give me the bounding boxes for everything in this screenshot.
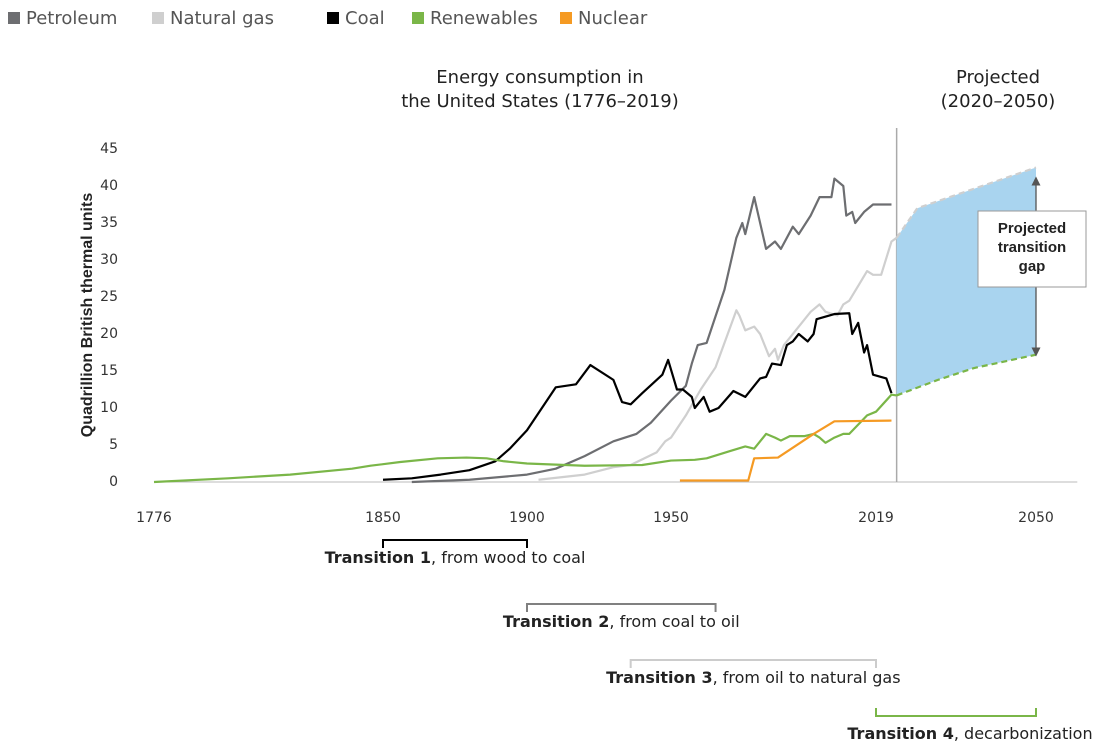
annotation-text: gap — [1019, 258, 1046, 275]
projected-line — [896, 353, 1037, 397]
transition-label: Transition 2, from coal to oil — [503, 612, 740, 631]
x-tick-label: 1850 — [365, 510, 401, 526]
y-tick-label: 20 — [100, 326, 118, 342]
y-tick-label: 5 — [109, 437, 118, 453]
chart-subtitle: (2020–2050) — [941, 91, 1056, 112]
y-tick-label: 45 — [100, 141, 118, 157]
legend-label: Coal — [345, 8, 385, 29]
series-line — [382, 312, 893, 481]
series-line — [679, 419, 892, 482]
chart-title: Energy consumption in — [436, 67, 643, 88]
transition-text: , decarbonization — [954, 724, 1093, 743]
transition-text: , from coal to oil — [609, 612, 739, 631]
y-tick-label: 10 — [100, 400, 118, 416]
transition-bracket — [526, 603, 717, 612]
x-tick-label: 1776 — [136, 510, 172, 526]
transition-text: , from oil to natural gas — [713, 668, 901, 687]
y-tick-label: 25 — [100, 289, 118, 305]
projected-line — [895, 166, 1037, 239]
legend-swatch — [560, 12, 572, 24]
series-line — [538, 236, 898, 481]
legend-swatch — [152, 12, 164, 24]
y-tick-label: 15 — [100, 363, 118, 379]
series-line — [411, 177, 892, 484]
y-tick-label: 35 — [100, 215, 118, 231]
x-tick-label: 2050 — [1018, 510, 1054, 526]
transition-name: Transition 4 — [847, 724, 953, 743]
transition-bracket — [382, 539, 528, 548]
legend-swatch — [8, 12, 20, 24]
x-tick-label: 2019 — [858, 510, 894, 526]
legend-label: Nuclear — [578, 8, 648, 29]
series-line — [153, 393, 897, 484]
y-tick-label: 30 — [100, 252, 118, 268]
transition-text: , from wood to coal — [431, 548, 585, 567]
transition-bracket — [629, 659, 877, 668]
legend-label: Petroleum — [26, 8, 117, 29]
legend-label: Renewables — [430, 8, 538, 29]
annotation-text: Projected — [998, 220, 1066, 237]
transition-bracket — [875, 708, 1037, 717]
transition-name: Transition 2 — [503, 612, 609, 631]
legend-label: Natural gas — [170, 8, 274, 29]
chart-subtitle: Projected — [956, 67, 1040, 88]
y-tick-label: 0 — [109, 474, 118, 490]
y-tick-label: 40 — [100, 178, 118, 194]
transition-name: Transition 3 — [606, 668, 712, 687]
chart-title: the United States (1776–2019) — [401, 91, 679, 112]
legend-swatch — [327, 12, 339, 24]
transition-label: Transition 1, from wood to coal — [325, 548, 586, 567]
transition-label: Transition 4, decarbonization — [847, 724, 1092, 743]
transition-label: Transition 3, from oil to natural gas — [606, 668, 900, 687]
x-tick-label: 1950 — [653, 510, 689, 526]
legend-swatch — [412, 12, 424, 24]
y-axis-label: Quadrillion British thermal units — [79, 193, 96, 438]
transition-name: Transition 1 — [325, 548, 431, 567]
annotation-box — [977, 210, 1087, 288]
x-tick-label: 1900 — [509, 510, 545, 526]
annotation-text: transition — [998, 239, 1066, 256]
